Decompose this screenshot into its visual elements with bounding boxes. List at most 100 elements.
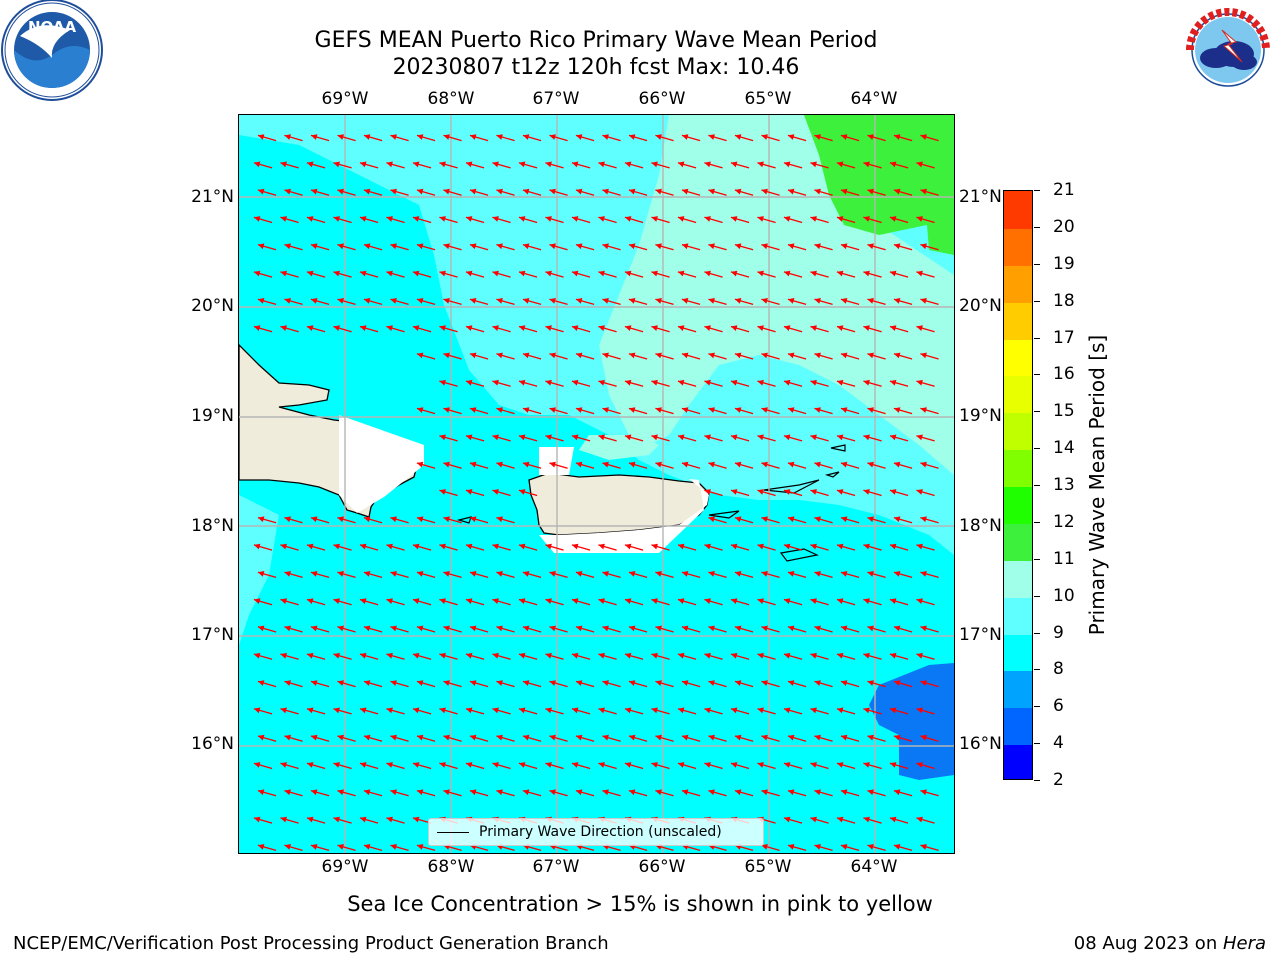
wave-arrow-head: [518, 762, 526, 768]
wave-arrow-head: [628, 789, 636, 796]
wave-arrow-head: [549, 134, 556, 140]
wave-arrow-head: [390, 844, 397, 850]
wave-arrow-head: [571, 434, 579, 441]
wave-arrow-head: [412, 325, 420, 331]
colorbar-segment: [1004, 670, 1032, 709]
wave-arrow-head: [492, 707, 499, 714]
period-field-9-10s-b: [579, 435, 659, 460]
wave-arrow-head: [522, 298, 530, 304]
wave-arrow-head: [522, 789, 530, 796]
wave-arrow-head: [814, 134, 821, 140]
wave-arrow-head: [761, 789, 768, 796]
wave-arrow-head: [359, 598, 367, 604]
wave-arrow-head: [306, 598, 314, 604]
wave-arrow-head: [306, 161, 314, 168]
wave-arrow-head: [651, 434, 658, 441]
wave-arrow-head: [628, 734, 636, 741]
wave-arrow-head: [867, 188, 874, 195]
wave-arrow-head: [840, 461, 848, 468]
wave-arrow-head: [867, 243, 874, 250]
lon-label-bottom: 68°W: [427, 857, 475, 877]
wave-arrow-head: [916, 325, 923, 331]
wave-arrow-head: [628, 680, 636, 686]
colorbar-tick-label: 16: [1053, 364, 1075, 385]
noaa-logo-icon: [1, 0, 103, 101]
wave-arrow-head: [602, 461, 609, 468]
lon-label-bottom: 67°W: [532, 857, 580, 877]
wave-arrow-head: [333, 543, 340, 550]
wave-arrow-head: [443, 352, 450, 359]
wave-arrow-head: [496, 352, 503, 359]
wave-arrow-head: [333, 652, 340, 659]
wave-arrow-head: [889, 543, 897, 550]
wave-arrow-head: [681, 134, 689, 140]
lat-label-left: 16°N: [191, 734, 234, 754]
wave-arrow-head: [836, 816, 844, 823]
wave-arrow-head: [416, 461, 424, 468]
wave-arrow-head: [708, 789, 715, 796]
footer-right: 08 Aug 2023 on Hera: [1074, 933, 1266, 955]
wave-arrow-head: [257, 734, 265, 741]
wave-arrow-head: [810, 489, 817, 495]
wave-arrow-head: [783, 161, 791, 168]
wave-arrow-head: [306, 325, 314, 331]
wave-arrow-head: [893, 625, 901, 632]
wave-arrow-head: [496, 298, 503, 304]
wave-arrow-head: [787, 844, 795, 850]
wave-arrow-head: [257, 134, 265, 140]
colorbar-tick-label: 6: [1053, 696, 1064, 717]
wave-arrow-head: [893, 352, 901, 359]
wave-arrow-head: [810, 707, 817, 714]
wave-arrow-head: [310, 571, 318, 577]
wave-arrow-head: [920, 625, 927, 632]
wave-arrow-head: [571, 543, 579, 550]
wave-arrow-head: [836, 707, 844, 714]
lat-label-left: 19°N: [191, 406, 234, 426]
wave-arrow-head: [575, 789, 583, 796]
wave-arrow-head: [787, 680, 795, 686]
wave-arrow-head: [757, 270, 764, 277]
wave-arrow-head: [359, 270, 367, 277]
wave-arrow-head: [681, 352, 689, 359]
wave-arrow-head: [416, 243, 424, 250]
wave-arrow-head: [761, 516, 768, 523]
wave-arrow-head: [253, 325, 261, 331]
wave-arrow-head: [787, 789, 795, 796]
wave-arrow-head: [757, 161, 764, 168]
colorbar-tick-mark: [1034, 706, 1040, 708]
wave-arrow-head: [840, 516, 848, 523]
wave-arrow-head: [575, 407, 583, 413]
graticule: [239, 115, 954, 853]
wave-arrow-head: [571, 379, 579, 386]
coast-mask: [339, 415, 424, 513]
wave-arrow-head: [920, 461, 927, 468]
lat-label-right: 20°N: [959, 296, 1002, 316]
wave-arrow-head: [310, 789, 318, 796]
wave-arrow-head: [496, 134, 503, 140]
wave-arrow-head: [677, 762, 685, 768]
wave-arrow-head: [549, 625, 556, 632]
wave-arrow-head: [363, 734, 371, 741]
wave-arrow-head: [253, 161, 261, 168]
colorbar-tick-mark: [1034, 411, 1040, 413]
lat-label-right: 21°N: [959, 187, 1002, 207]
wave-arrow-head: [465, 543, 473, 550]
wave-arrow-head: [893, 134, 901, 140]
wave-arrow-head: [522, 734, 530, 741]
wave-arrow-head: [333, 270, 340, 277]
wave-arrow-head: [280, 762, 287, 768]
wave-arrow-head: [840, 625, 848, 632]
wave-arrow-head: [598, 707, 605, 714]
wave-arrow-head: [810, 216, 817, 222]
wave-arrow-head: [416, 571, 424, 577]
wave-arrow-head: [549, 188, 556, 195]
wave-arrow-head: [783, 707, 791, 714]
wave-arrow-head: [628, 298, 636, 304]
wave-arrow-head: [333, 707, 340, 714]
lon-label-top: 65°W: [744, 89, 792, 109]
wave-arrow-head: [916, 652, 923, 659]
wave-arrow-head: [310, 625, 318, 632]
wave-arrow-head: [628, 243, 636, 250]
wave-arrow-head: [386, 816, 393, 823]
wave-arrow-head: [867, 734, 874, 741]
